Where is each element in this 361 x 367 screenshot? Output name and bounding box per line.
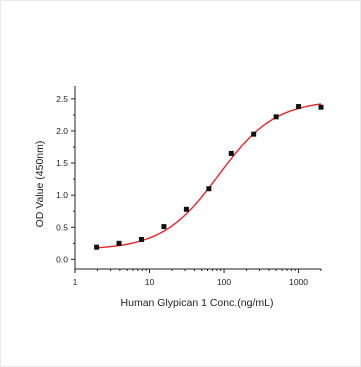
data-point <box>94 244 100 250</box>
y-tick-label: 2.5 <box>56 94 68 104</box>
axes: 0.0 0.5 1.0 1.5 2.0 2.5 1 10 100 1000 <box>56 86 322 287</box>
x-tick-label: 1 <box>73 277 78 287</box>
data-point <box>318 104 324 110</box>
data-point <box>161 224 167 230</box>
y-axis-title: OD Value (450nm) <box>34 141 46 228</box>
data-point <box>116 240 122 246</box>
data-point <box>251 131 257 137</box>
data-point <box>273 114 279 120</box>
y-tick-label: 1.5 <box>56 158 68 168</box>
y-tick-label: 1.0 <box>56 190 68 200</box>
data-point <box>183 206 189 212</box>
fit-curve <box>96 103 322 249</box>
x-tick-label: 10 <box>145 277 155 287</box>
axis-labels: Human Glypican 1 Conc.(ng/mL) OD Value (… <box>34 141 273 309</box>
data-point <box>206 186 212 192</box>
y-tick-label: 0.5 <box>56 222 68 232</box>
data-point <box>296 104 302 110</box>
data-points <box>94 104 324 250</box>
x-axis-title: Human Glypican 1 Conc.(ng/mL) <box>121 297 274 309</box>
x-tick-label: 100 <box>217 277 231 287</box>
y-tick-label: 2.0 <box>56 126 68 136</box>
x-tick-label: 1000 <box>289 277 308 287</box>
data-point <box>138 236 144 242</box>
y-tick-label: 0.0 <box>56 254 68 264</box>
fit-curve-group <box>96 103 322 249</box>
data-point <box>228 150 234 156</box>
